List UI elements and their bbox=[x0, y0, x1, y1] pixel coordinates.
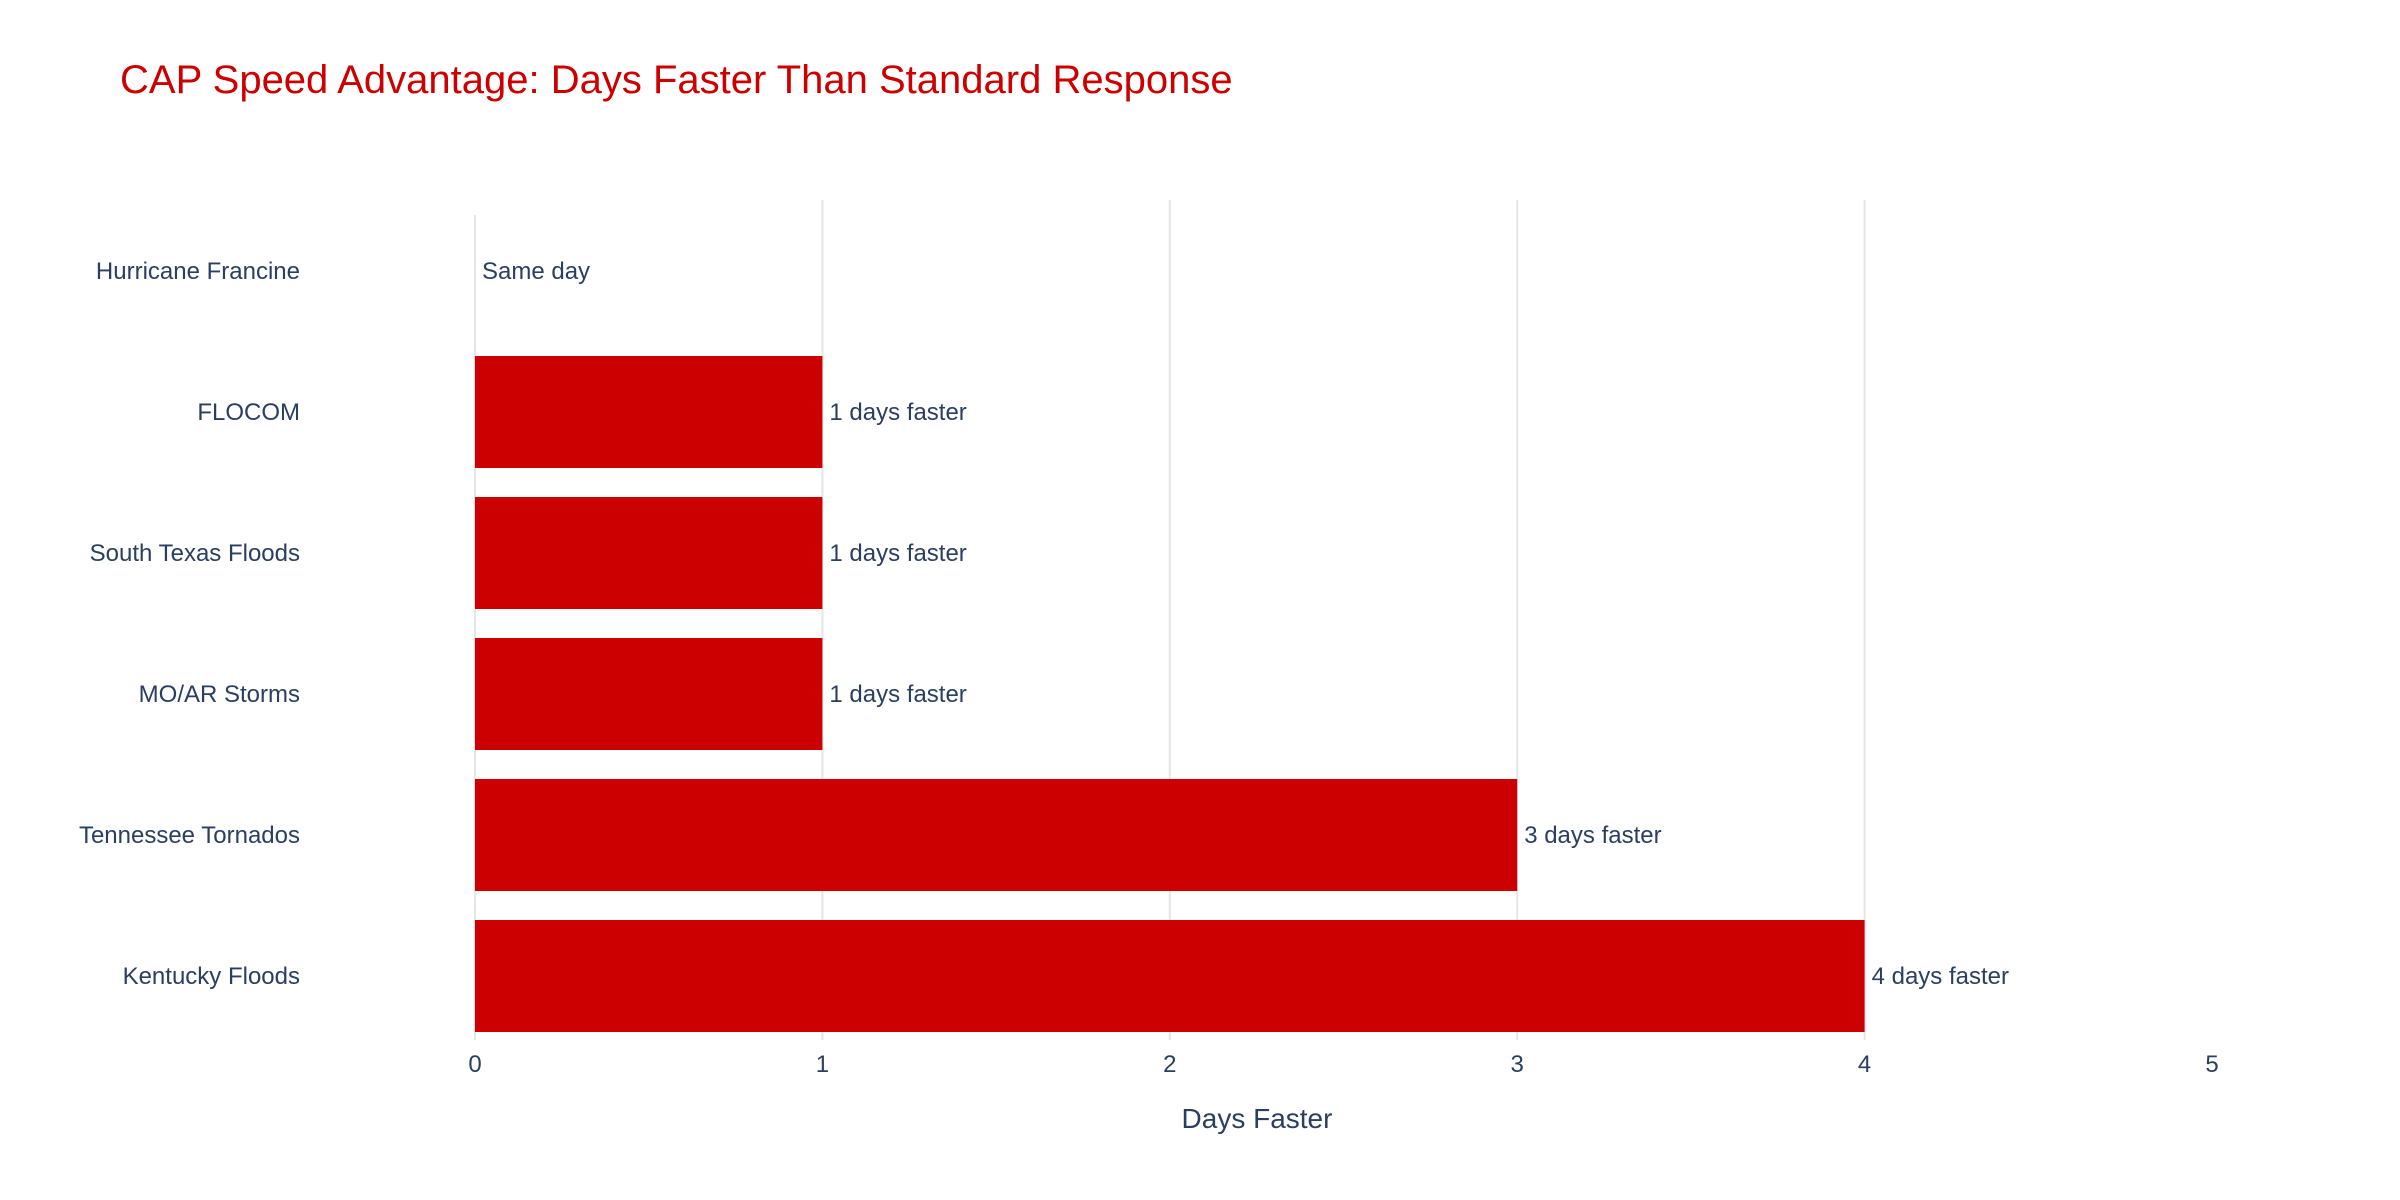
category-label: Kentucky Floods bbox=[123, 963, 300, 990]
category-label: South Texas Floods bbox=[90, 540, 300, 567]
data-label: 4 days faster bbox=[1872, 963, 2009, 990]
x-axis-title: Days Faster bbox=[1182, 1103, 1333, 1134]
data-label: 1 days faster bbox=[829, 540, 966, 567]
x-tick-label: 4 bbox=[1858, 1051, 1871, 1078]
chart-title: CAP Speed Advantage: Days Faster Than St… bbox=[120, 58, 1233, 102]
bar bbox=[475, 638, 823, 750]
bars bbox=[475, 356, 1865, 1032]
category-label: Hurricane Francine bbox=[96, 258, 300, 285]
x-tick-label: 3 bbox=[1511, 1051, 1524, 1078]
gridlines bbox=[474, 200, 1866, 1040]
data-label: 1 days faster bbox=[829, 399, 966, 426]
category-label: FLOCOM bbox=[197, 399, 300, 426]
category-label: Tennessee Tornados bbox=[79, 822, 300, 849]
bar bbox=[475, 497, 823, 609]
bar bbox=[475, 920, 1865, 1032]
bar bbox=[475, 356, 823, 468]
data-label: 3 days faster bbox=[1524, 822, 1661, 849]
x-tick-labels: 0 1 2 3 4 5 bbox=[468, 1051, 2218, 1078]
category-label: MO/AR Storms bbox=[139, 681, 300, 708]
x-tick-label: 5 bbox=[2205, 1051, 2218, 1078]
bar bbox=[475, 779, 1518, 891]
category-labels: Hurricane Francine FLOCOM South Texas Floo… bbox=[79, 258, 300, 990]
x-tick-label: 1 bbox=[816, 1051, 829, 1078]
data-label: 1 days faster bbox=[829, 681, 966, 708]
x-tick-label: 0 bbox=[468, 1051, 481, 1078]
x-tick-label: 2 bbox=[1163, 1051, 1176, 1078]
data-label: Same day bbox=[482, 258, 590, 285]
data-labels: Same day 1 days faster 1 days faster 1 days… bbox=[482, 258, 2009, 990]
